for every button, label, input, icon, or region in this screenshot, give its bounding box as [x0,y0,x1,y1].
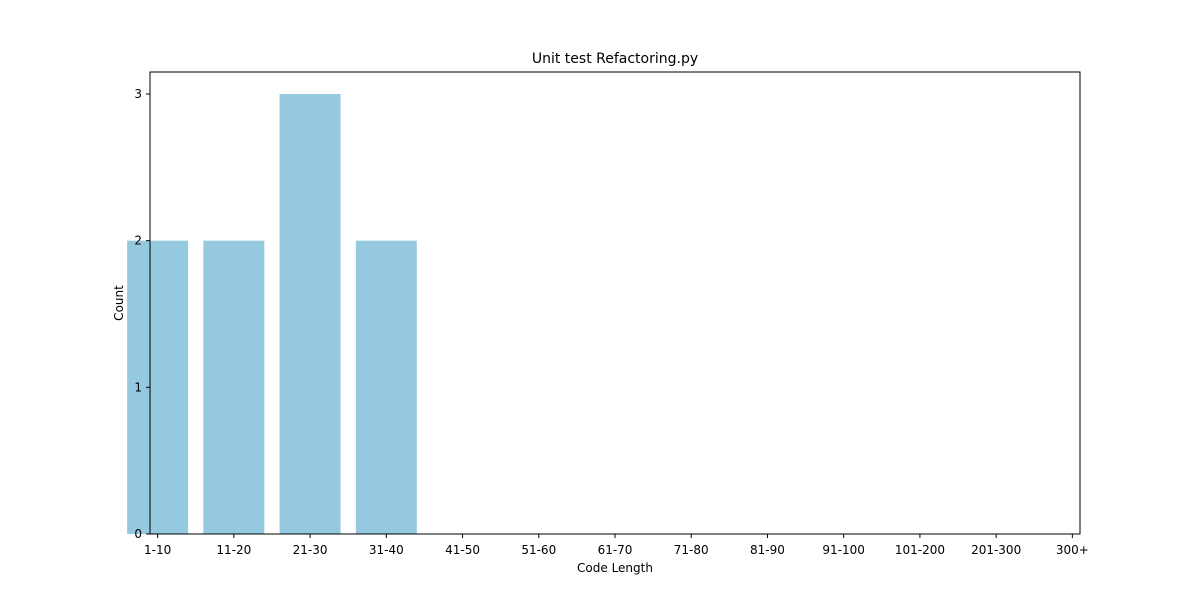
y-tick-label: 2 [134,234,142,248]
y-axis-ticks: 0 1 2 3 [134,87,150,541]
x-tick-label: 300+ [1056,543,1089,557]
bar-11-20 [203,240,265,534]
y-tick-label: 0 [134,527,142,541]
x-axis-label: Code Length [577,561,653,575]
x-tick-label: 71-80 [674,543,709,557]
bars-group [127,94,417,534]
y-axis-label: Count [112,285,126,321]
bar-21-30 [279,94,341,534]
x-tick-label: 81-90 [750,543,785,557]
x-tick-label: 41-50 [445,543,480,557]
x-axis-ticks: 1-10 11-20 21-30 31-40 41-50 51-60 61-70 71-80 8… [144,534,1089,557]
y-tick-label: 1 [134,380,142,394]
x-tick-label: 21-30 [293,543,328,557]
x-tick-label: 201-300 [971,543,1021,557]
chart-title: Unit test Refactoring.py [532,51,698,67]
x-tick-label: 11-20 [216,543,251,557]
y-tick-label: 3 [134,87,142,101]
x-tick-label: 51-60 [521,543,556,557]
bar-31-40 [355,240,417,534]
x-tick-label: 91-100 [822,543,865,557]
x-tick-label: 101-200 [895,543,945,557]
bar-1-10 [127,240,189,534]
x-tick-label: 31-40 [369,543,404,557]
x-tick-label: 1-10 [144,543,171,557]
x-tick-label: 61-70 [598,543,633,557]
